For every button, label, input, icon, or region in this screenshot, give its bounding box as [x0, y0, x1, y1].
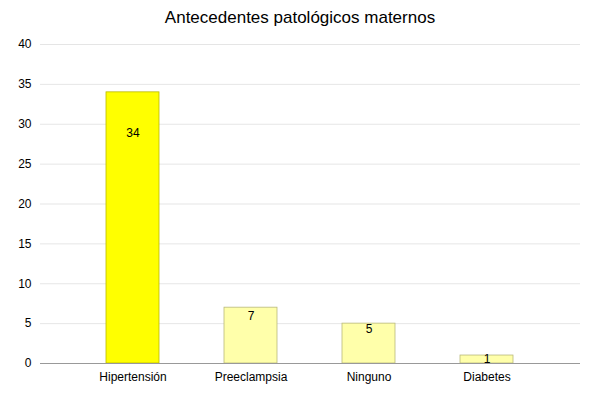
svg-text:5: 5: [25, 316, 32, 330]
svg-text:Diabetes: Diabetes: [463, 370, 510, 384]
svg-text:20: 20: [18, 197, 32, 211]
svg-text:35: 35: [18, 77, 32, 91]
svg-text:Ninguno: Ninguno: [347, 370, 392, 384]
svg-text:1: 1: [484, 352, 491, 366]
svg-text:5: 5: [366, 322, 373, 336]
svg-text:Preeclampsia: Preeclampsia: [215, 370, 288, 384]
svg-text:25: 25: [18, 157, 32, 171]
svg-text:34: 34: [126, 126, 140, 140]
svg-text:7: 7: [248, 309, 255, 323]
svg-text:10: 10: [18, 277, 32, 291]
html-text:Antecedentes patológicos mater: Antecedentes patológicos maternos: [164, 8, 436, 27]
svg-text:Hipertensión: Hipertensión: [99, 370, 166, 384]
svg-text:40: 40: [18, 37, 32, 51]
svg-text:0: 0: [25, 356, 32, 370]
svg-text:15: 15: [18, 237, 32, 251]
svg-text:30: 30: [18, 117, 32, 131]
